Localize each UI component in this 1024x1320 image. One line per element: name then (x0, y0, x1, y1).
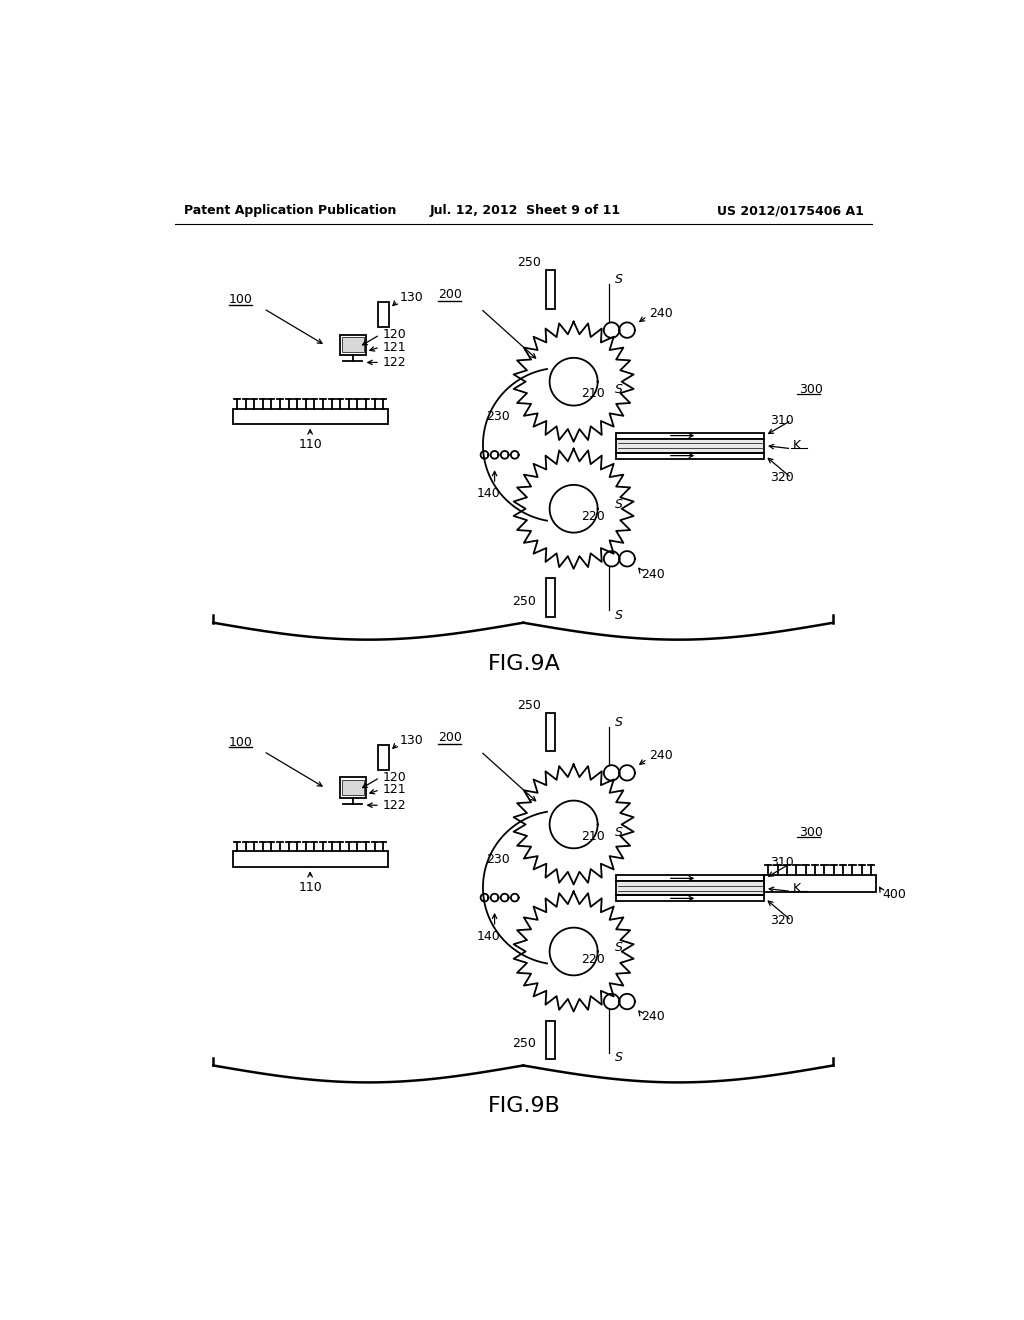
Text: S: S (614, 825, 623, 838)
Text: 250: 250 (517, 698, 541, 711)
Text: 300: 300 (799, 825, 823, 838)
Bar (378, 744, 389, 770)
Bar (340, 335, 366, 355)
Text: S: S (614, 383, 623, 396)
Bar (342, 780, 364, 795)
Text: 400: 400 (882, 888, 906, 902)
Bar (546, 1020, 555, 1059)
Text: 121: 121 (382, 783, 406, 796)
Bar (232, 851, 388, 867)
Text: S: S (614, 941, 623, 954)
Text: 320: 320 (770, 915, 794, 927)
Bar (616, 895, 764, 902)
Text: 230: 230 (486, 853, 510, 866)
Text: 320: 320 (770, 471, 794, 484)
Bar (546, 713, 555, 751)
Text: S: S (614, 609, 623, 622)
Bar (340, 777, 366, 797)
Text: 200: 200 (438, 731, 462, 744)
Text: 250: 250 (517, 256, 541, 269)
Bar (616, 433, 764, 438)
Text: 140: 140 (476, 929, 501, 942)
Text: 220: 220 (582, 510, 605, 523)
Text: 250: 250 (513, 1038, 537, 1051)
Bar (616, 882, 764, 895)
Bar (546, 578, 555, 616)
Text: 130: 130 (399, 734, 423, 747)
Text: FIG.9A: FIG.9A (488, 653, 561, 673)
Text: 300: 300 (799, 383, 823, 396)
Text: S: S (614, 499, 623, 511)
Text: 250: 250 (513, 594, 537, 607)
Bar (764, 875, 876, 892)
Text: Jul. 12, 2012  Sheet 9 of 11: Jul. 12, 2012 Sheet 9 of 11 (429, 205, 621, 218)
Text: 310: 310 (770, 857, 794, 870)
Text: FIG.9B: FIG.9B (488, 1096, 561, 1117)
Text: 240: 240 (649, 750, 673, 763)
Text: 240: 240 (641, 568, 665, 581)
Text: S: S (614, 273, 623, 286)
Text: 120: 120 (382, 329, 406, 342)
Text: 122: 122 (382, 799, 406, 812)
Text: 230: 230 (486, 409, 510, 422)
Text: K: K (793, 882, 801, 895)
Text: 120: 120 (382, 771, 406, 784)
Text: 200: 200 (438, 288, 462, 301)
Text: K: K (793, 440, 801, 453)
Text: 210: 210 (582, 829, 605, 842)
Bar (546, 271, 555, 309)
Text: 210: 210 (582, 387, 605, 400)
Text: 110: 110 (298, 880, 322, 894)
Bar (616, 453, 764, 459)
Text: S: S (614, 715, 623, 729)
Text: 121: 121 (382, 341, 406, 354)
Bar (616, 438, 764, 453)
Text: Patent Application Publication: Patent Application Publication (183, 205, 396, 218)
Text: US 2012/0175406 A1: US 2012/0175406 A1 (718, 205, 864, 218)
Text: 310: 310 (770, 413, 794, 426)
Text: 240: 240 (649, 306, 673, 319)
Bar (378, 302, 389, 327)
Text: 100: 100 (228, 735, 253, 748)
Text: S: S (614, 1051, 623, 1064)
Text: 140: 140 (476, 487, 501, 500)
Bar (342, 337, 364, 352)
Bar (616, 875, 764, 882)
Text: 220: 220 (582, 953, 605, 966)
Text: 110: 110 (298, 438, 322, 451)
Text: 100: 100 (228, 293, 253, 306)
Text: 130: 130 (399, 292, 423, 305)
Text: 122: 122 (382, 356, 406, 370)
Text: 240: 240 (641, 1010, 665, 1023)
Bar (232, 409, 388, 424)
